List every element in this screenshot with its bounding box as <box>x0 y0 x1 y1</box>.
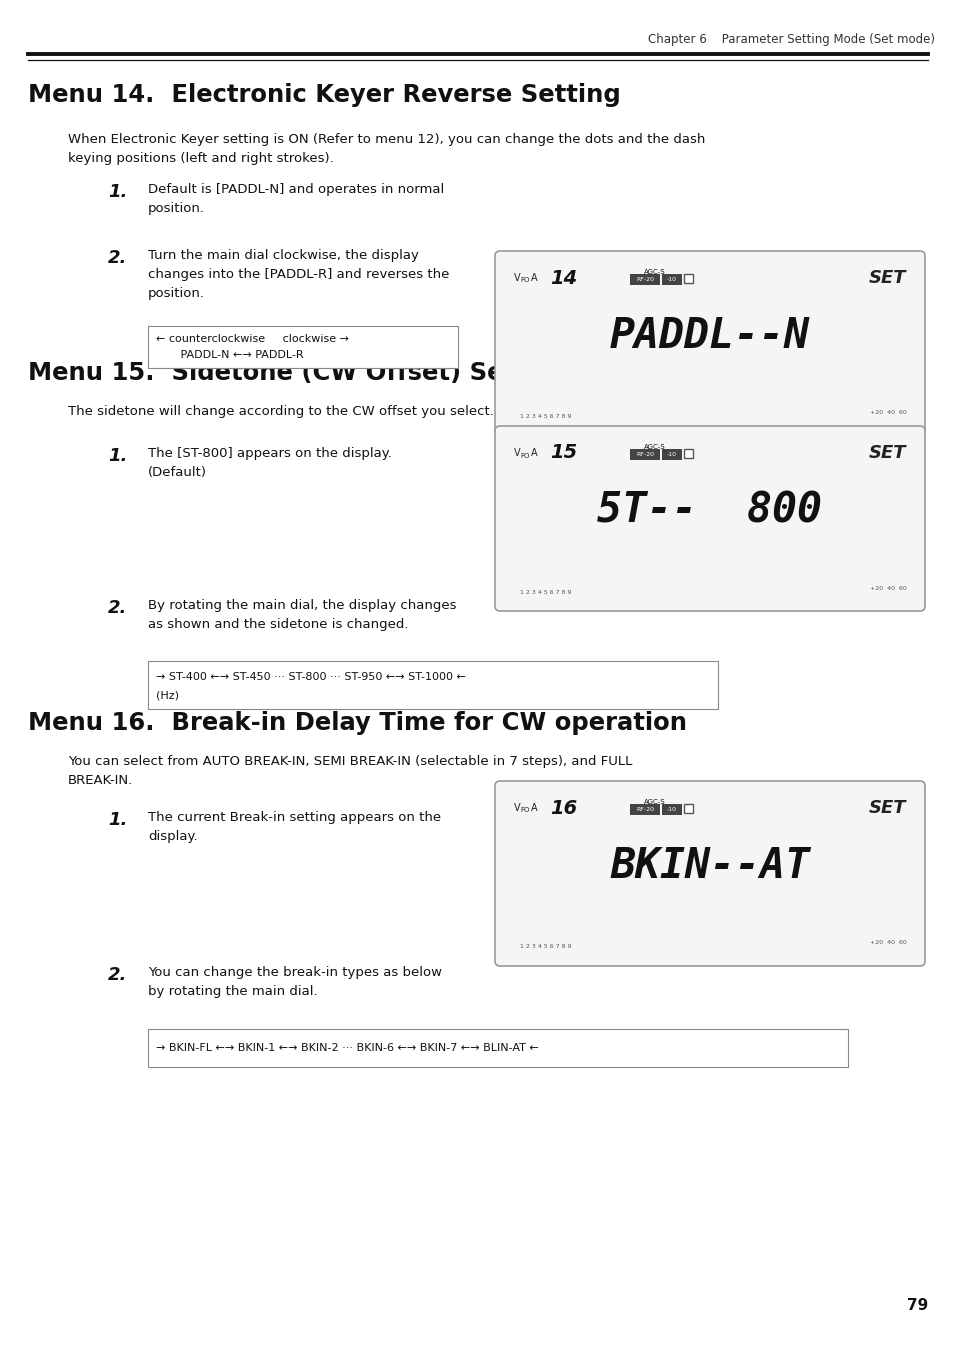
FancyBboxPatch shape <box>629 449 659 459</box>
Text: SET: SET <box>867 444 905 462</box>
Text: FO: FO <box>519 277 529 284</box>
FancyBboxPatch shape <box>148 661 718 709</box>
Text: The sidetone will change according to the CW offset you select.: The sidetone will change according to th… <box>68 405 494 417</box>
FancyBboxPatch shape <box>495 781 924 966</box>
Text: PADDL-N ←→ PADDL-R: PADDL-N ←→ PADDL-R <box>156 350 303 359</box>
FancyBboxPatch shape <box>629 804 659 815</box>
Text: V: V <box>514 273 520 282</box>
Text: AGC-S: AGC-S <box>643 269 665 276</box>
Text: 1.: 1. <box>108 182 128 201</box>
Text: When Electronic Keyer setting is ON (Refer to menu 12), you can change the dots : When Electronic Keyer setting is ON (Ref… <box>68 132 704 165</box>
Text: 1.: 1. <box>108 447 128 465</box>
Text: 2.: 2. <box>108 966 128 984</box>
Text: SET: SET <box>867 798 905 817</box>
Text: PADDL--N: PADDL--N <box>609 315 809 357</box>
Text: 2.: 2. <box>108 249 128 267</box>
FancyBboxPatch shape <box>661 274 681 285</box>
Text: A: A <box>531 802 537 813</box>
Text: AGC-S: AGC-S <box>643 444 665 450</box>
Text: 14: 14 <box>550 269 577 288</box>
Text: ← counterclockwise     clockwise →: ← counterclockwise clockwise → <box>156 334 349 345</box>
Text: Menu 14.  Electronic Keyer Reverse Setting: Menu 14. Electronic Keyer Reverse Settin… <box>28 82 620 107</box>
Text: By rotating the main dial, the display changes
as shown and the sidetone is chan: By rotating the main dial, the display c… <box>148 598 456 631</box>
FancyBboxPatch shape <box>683 804 692 813</box>
Text: You can change the break-in types as below
by rotating the main dial.: You can change the break-in types as bel… <box>148 966 441 998</box>
Text: RF-20: RF-20 <box>636 277 654 282</box>
Text: V: V <box>514 802 520 813</box>
Text: 2.: 2. <box>108 598 128 617</box>
Text: +20  40  60: +20 40 60 <box>869 940 905 946</box>
FancyBboxPatch shape <box>661 449 681 459</box>
Text: Chapter 6    Parameter Setting Mode (Set mode): Chapter 6 Parameter Setting Mode (Set mo… <box>647 32 934 46</box>
Text: Menu 15.  Sidetone (CW Offset) Setting: Menu 15. Sidetone (CW Offset) Setting <box>28 361 569 385</box>
Text: → BKIN-FL ←→ BKIN-1 ←→ BKIN-2 ··· BKIN-6 ←→ BKIN-7 ←→ BLIN-AT ←: → BKIN-FL ←→ BKIN-1 ←→ BKIN-2 ··· BKIN-6… <box>156 1043 538 1052</box>
Text: The [ST-800] appears on the display.
(Default): The [ST-800] appears on the display. (De… <box>148 447 392 480</box>
FancyBboxPatch shape <box>629 274 659 285</box>
Text: (Hz): (Hz) <box>156 690 179 700</box>
Text: SET: SET <box>867 269 905 286</box>
FancyBboxPatch shape <box>148 1029 847 1067</box>
Text: The current Break-in setting appears on the
display.: The current Break-in setting appears on … <box>148 811 440 843</box>
FancyBboxPatch shape <box>683 449 692 458</box>
Text: A: A <box>531 273 537 282</box>
Text: AGC-S: AGC-S <box>643 798 665 805</box>
FancyBboxPatch shape <box>495 426 924 611</box>
Text: A: A <box>531 449 537 458</box>
Text: -10: -10 <box>666 277 677 282</box>
Text: 5T--  800: 5T-- 800 <box>597 489 821 531</box>
Text: Turn the main dial clockwise, the display
changes into the [PADDL-R] and reverse: Turn the main dial clockwise, the displa… <box>148 249 449 300</box>
Text: 16: 16 <box>550 798 577 817</box>
Text: FO: FO <box>519 453 529 458</box>
Text: You can select from AUTO BREAK-IN, SEMI BREAK-IN (selectable in 7 steps), and FU: You can select from AUTO BREAK-IN, SEMI … <box>68 755 632 788</box>
Text: Default is [PADDL-N] and operates in normal
position.: Default is [PADDL-N] and operates in nor… <box>148 182 444 215</box>
Text: RF-20: RF-20 <box>636 807 654 812</box>
Text: 1 2 3 4 5 6 7 8 9: 1 2 3 4 5 6 7 8 9 <box>519 944 571 950</box>
Text: FO: FO <box>519 808 529 813</box>
Text: -10: -10 <box>666 453 677 457</box>
FancyBboxPatch shape <box>661 804 681 815</box>
Text: 15: 15 <box>550 443 577 462</box>
FancyBboxPatch shape <box>148 326 457 367</box>
Text: Menu 16.  Break-in Delay Time for CW operation: Menu 16. Break-in Delay Time for CW oper… <box>28 711 686 735</box>
Text: V: V <box>514 449 520 458</box>
FancyBboxPatch shape <box>683 274 692 282</box>
Text: → ST-400 ←→ ST-450 ··· ST-800 ··· ST-950 ←→ ST-1000 ←: → ST-400 ←→ ST-450 ··· ST-800 ··· ST-950… <box>156 671 465 682</box>
Text: RF-20: RF-20 <box>636 453 654 457</box>
Text: +20  40  60: +20 40 60 <box>869 411 905 416</box>
Text: 1.: 1. <box>108 811 128 830</box>
Text: 79: 79 <box>905 1298 927 1313</box>
Text: -10: -10 <box>666 807 677 812</box>
Text: +20  40  60: +20 40 60 <box>869 585 905 590</box>
Text: 1 2 3 4 5 6 7 8 9: 1 2 3 4 5 6 7 8 9 <box>519 415 571 420</box>
Text: BKIN--AT: BKIN--AT <box>609 844 809 886</box>
Text: 1 2 3 4 5 6 7 8 9: 1 2 3 4 5 6 7 8 9 <box>519 589 571 594</box>
FancyBboxPatch shape <box>495 251 924 436</box>
